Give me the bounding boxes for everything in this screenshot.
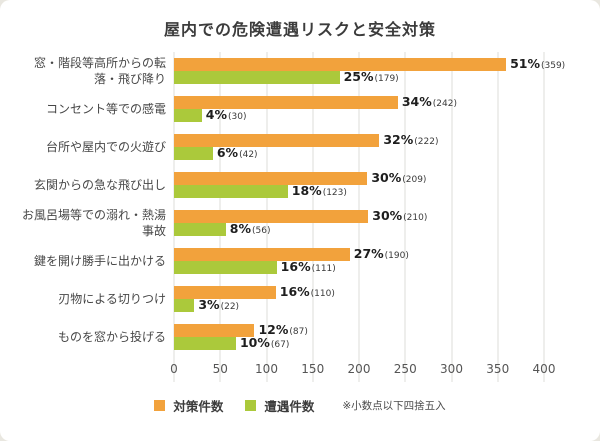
bar-countermeasure	[174, 58, 507, 71]
bar-countermeasure	[174, 134, 380, 147]
x-tick-label: 350	[486, 362, 510, 376]
legend-swatch-countermeasures	[154, 400, 166, 411]
bar-encounter	[174, 185, 288, 198]
chart-row: ものを窓から投げる 12%(87) 10%(67)	[16, 318, 584, 356]
bar-chart: 窓・階段等高所からの転落・飛び降り 51%(359) 25%(179) コンセント等で…	[16, 52, 584, 382]
x-tick-label: 150	[301, 362, 325, 376]
value-label: 10%(67)	[239, 335, 290, 350]
bar-line: 4%(30)	[174, 107, 544, 122]
bar-line: 16%(110)	[174, 284, 544, 299]
rounding-footnote: ※小数点以下四捨五入	[342, 400, 446, 412]
category-label: 台所や屋内での火遊び	[45, 139, 166, 154]
value-label: 30%(209)	[371, 170, 427, 185]
value-label: 12%(87)	[258, 322, 308, 337]
bar-countermeasure	[174, 210, 369, 223]
bar-line: 10%(67)	[174, 335, 544, 350]
category-label: 鍵を開け勝手に出かける	[33, 253, 166, 268]
gridline	[404, 52, 406, 382]
x-axis: 0 50 100 150 200 250 300 350 400	[170, 362, 555, 382]
x-tick-label: 200	[347, 362, 371, 376]
plot-area: 12%(87) 10%(67)	[174, 322, 544, 350]
bar-line: 3%(22)	[174, 297, 544, 312]
category-label: ものを窓から投げる	[57, 329, 166, 344]
value-label: 3%(22)	[198, 297, 240, 312]
bar-line: 6%(42)	[174, 145, 544, 160]
bar-line: 32%(222)	[174, 132, 544, 147]
bar-encounter	[174, 299, 195, 312]
bar-line: 30%(210)	[174, 208, 544, 223]
value-label: 51%(359)	[510, 56, 566, 71]
plot-area: 27%(190) 16%(111)	[174, 246, 544, 274]
category-label: 玄関からの急な飛び出し	[33, 177, 166, 192]
category-label: お風呂場等での溺れ・熱湯事故	[21, 207, 166, 238]
bar-line: 18%(123)	[174, 183, 544, 198]
bar-line: 12%(87)	[174, 322, 544, 337]
chart-row: 台所や屋内での火遊び 32%(222) 6%(42)	[16, 128, 584, 166]
gridline	[451, 52, 452, 382]
bar-line: 25%(179)	[174, 69, 544, 84]
category-label: コンセント等での感電	[45, 101, 166, 116]
bar-encounter	[174, 261, 277, 274]
bar-encounter	[174, 223, 226, 236]
bar-countermeasure	[174, 96, 398, 109]
bar-line: 30%(209)	[174, 170, 544, 185]
plot-area: 16%(110) 3%(22)	[174, 284, 544, 312]
category-label: 刃物による切りつけ	[58, 291, 166, 306]
value-label: 30%(210)	[372, 208, 428, 223]
value-label: 8%(56)	[229, 221, 271, 236]
x-tick-label: 50	[212, 362, 228, 376]
value-label: 34%(242)	[401, 94, 457, 109]
bar-line: 27%(190)	[174, 246, 544, 261]
category-label: 窓・階段等高所からの転落・飛び降り	[33, 55, 166, 86]
value-label: 25%(179)	[343, 69, 399, 84]
bar-countermeasure	[174, 286, 276, 299]
bar-line: 34%(242)	[174, 94, 544, 109]
value-label: 16%(111)	[280, 259, 336, 274]
x-tick-label: 250	[393, 362, 417, 376]
bar-encounter	[174, 109, 202, 122]
chart-row: お風呂場等での溺れ・熱湯事故 30%(210) 8%(56)	[16, 204, 584, 242]
gridline	[497, 52, 499, 382]
x-tick-label: 100	[255, 362, 278, 376]
plot-area: 32%(222) 6%(42)	[174, 132, 544, 160]
chart-row: コンセント等での感電 34%(242) 4%(30)	[16, 90, 584, 128]
bar-line: 8%(56)	[174, 221, 544, 236]
x-tick-label: 0	[170, 362, 178, 376]
value-label: 6%(42)	[216, 145, 258, 160]
x-tick-label: 400	[532, 362, 556, 376]
value-label: 18%(123)	[291, 183, 347, 198]
legend-label-encounters: 遭遇件数	[264, 399, 315, 414]
value-label: 4%(30)	[205, 107, 247, 122]
chart-title: 屋内での危険遭遇リスクと安全対策	[163, 20, 436, 39]
chart-rows: 窓・階段等高所からの転落・飛び降り 51%(359) 25%(179) コンセント等で…	[16, 52, 584, 356]
plot-area: 34%(242) 4%(30)	[174, 94, 544, 122]
plot-area: 51%(359) 25%(179)	[174, 57, 565, 84]
value-label: 27%(190)	[353, 246, 409, 261]
legend-swatch-encounters	[245, 400, 257, 411]
legend-label-countermeasures: 対策件数	[173, 399, 224, 414]
value-label: 16%(110)	[279, 284, 335, 299]
bar-line: 16%(111)	[174, 259, 544, 274]
chart-row: 鍵を開け勝手に出かける 27%(190) 16%(111)	[16, 242, 584, 280]
value-label: 32%(222)	[383, 132, 439, 147]
bar-line: 51%(359)	[174, 57, 565, 71]
bar-encounter	[174, 147, 213, 160]
chart-row: 窓・階段等高所からの転落・飛び降り 51%(359) 25%(179)	[16, 52, 584, 90]
bar-encounter	[174, 337, 236, 350]
bar-encounter	[174, 71, 340, 84]
legend: 対策件数 遭遇件数 ※小数点以下四捨五入	[16, 396, 584, 415]
plot-area: 30%(210) 8%(56)	[174, 208, 544, 236]
bar-countermeasure	[174, 172, 368, 185]
bar-countermeasure	[174, 248, 350, 261]
plot-area: 30%(209) 18%(123)	[174, 170, 544, 198]
chart-row: 玄関からの急な飛び出し 30%(209) 18%(123)	[16, 166, 584, 204]
x-tick-label: 300	[440, 362, 463, 376]
gridline	[543, 52, 545, 382]
bar-countermeasure	[174, 324, 255, 337]
chart-row: 刃物による切りつけ 16%(110) 3%(22)	[16, 280, 584, 318]
